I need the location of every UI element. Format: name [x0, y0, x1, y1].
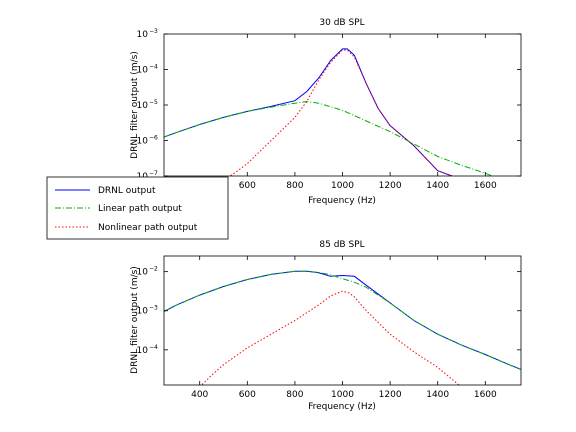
x-tick-label: 400 [191, 390, 208, 400]
plot-30db: 30 dB SPL 600 800 1000 1200 1400 160010−310−4… [130, 18, 522, 206]
y-tick-label: 10 [137, 30, 149, 40]
x-tick-label: 1400 [426, 390, 449, 400]
legend: DRNL output Linear path output Nonlinear… [46, 176, 229, 240]
y-tick-exponent: −3 [149, 28, 158, 35]
x-tick-label: 1600 [474, 181, 497, 191]
x-tick-label: 800 [286, 390, 303, 400]
x-tick-label: 1000 [331, 390, 354, 400]
y-tick-exponent: −2 [149, 266, 158, 273]
legend-item: DRNL output [55, 186, 156, 196]
series-line-linear-path-output [164, 270, 521, 370]
legend-label: Nonlinear path output [98, 223, 198, 233]
series-layer [164, 270, 521, 385]
x-axis-label: Frequency (Hz) [308, 196, 376, 206]
y-axis-label: DRNL filter output (m/s) [130, 266, 140, 374]
legend-item: Linear path output [55, 204, 182, 214]
x-tick-label: 600 [239, 390, 256, 400]
series-line-nonlinear-path-output [201, 290, 460, 385]
series-line-linear-path-output [164, 100, 494, 176]
y-tick-label: 10 [137, 268, 149, 278]
y-tick-label: 10 [137, 137, 149, 147]
y-tick-exponent: −7 [149, 170, 158, 177]
plot-title: 85 dB SPL [319, 240, 364, 250]
series-layer [164, 48, 494, 176]
axes-frame [163, 255, 522, 386]
x-axis-label: Frequency (Hz) [308, 402, 376, 412]
legend-label: DRNL output [98, 186, 156, 196]
x-tick-label: 1200 [379, 390, 402, 400]
y-tick-exponent: −5 [149, 99, 158, 106]
series-line-nonlinear-path-output [228, 49, 454, 176]
legend-item: Nonlinear path output [55, 223, 198, 233]
y-tick-label: 10 [137, 346, 149, 356]
x-tick-label: 800 [286, 181, 303, 191]
y-tick-exponent: −4 [149, 64, 158, 71]
y-axis-label: DRNL filter output (m/s) [130, 51, 140, 159]
x-tick-label: 600 [239, 181, 256, 191]
legend-label: Linear path output [98, 204, 182, 214]
x-tick-label: 1400 [426, 181, 449, 191]
y-tick-label: 10 [137, 101, 149, 111]
plot-title: 30 dB SPL [319, 18, 364, 28]
x-tick-label: 1200 [379, 181, 402, 191]
x-tick-label: 1600 [474, 390, 497, 400]
y-tick-label: 10 [137, 307, 149, 317]
x-tick-label: 1000 [331, 181, 354, 191]
y-tick-exponent: −6 [149, 135, 158, 142]
y-tick-exponent: −3 [149, 305, 158, 312]
axes-frame [163, 33, 522, 177]
y-tick-exponent: −4 [149, 344, 158, 351]
y-tick-label: 10 [137, 66, 149, 76]
